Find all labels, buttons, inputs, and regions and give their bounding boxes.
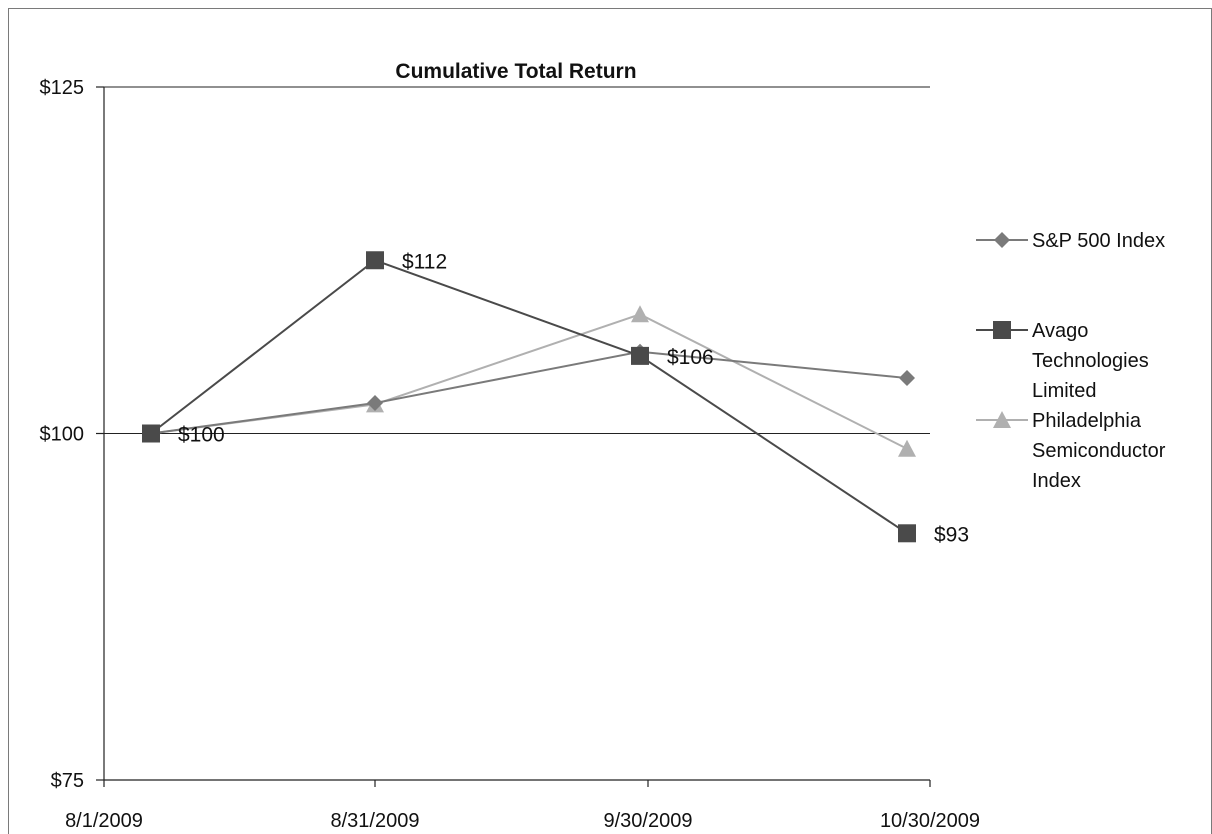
legend-label: Semiconductor	[1032, 440, 1166, 462]
x-tick-label: 8/1/2009	[65, 810, 143, 832]
series-line	[150, 350, 908, 435]
marker-diamond	[367, 395, 383, 412]
marker-square	[366, 251, 384, 270]
axes: $75 $100 $125 8/1/2009 8/31/2009 9/30/2009 10/…	[40, 77, 981, 832]
marker-diamond	[994, 232, 1010, 248]
legend-label: S&P 500 Index	[1032, 230, 1165, 252]
marker-triangle	[898, 439, 916, 457]
data-label: $93	[934, 523, 969, 546]
series-line	[150, 313, 908, 450]
y-tick-label: $125	[40, 77, 85, 99]
series-line	[150, 259, 908, 535]
legend-item-0: S&P 500 Index	[976, 230, 1165, 252]
marker-diamond	[899, 370, 915, 387]
legend-item-2: Philadelphia Semiconductor Index	[976, 410, 1166, 492]
marker-triangle	[993, 411, 1011, 428]
legend-label: Index	[1032, 470, 1081, 492]
x-tick-label: 9/30/2009	[604, 810, 693, 832]
series-layer: $100 $112 $106 $93	[142, 250, 969, 546]
marker-square	[631, 346, 649, 365]
x-tick-label: 8/31/2009	[331, 810, 420, 832]
series-1: $100 $112 $106 $93	[142, 250, 969, 546]
marker-square	[993, 321, 1011, 339]
legend-item-1: Avago Technologies Limited	[976, 320, 1149, 402]
y-tick-label: $100	[40, 424, 85, 446]
data-label: $100	[178, 424, 225, 447]
legend-label: Philadelphia	[1032, 410, 1142, 432]
legend: S&P 500 Index Avago Technologies Limited Phi…	[976, 230, 1166, 492]
chart-title: Cumulative Total Return	[395, 60, 636, 83]
legend-label: Technologies	[1032, 350, 1149, 372]
data-label: $106	[667, 346, 714, 369]
x-tick-label: 10/30/2009	[880, 810, 980, 832]
marker-square	[142, 424, 160, 443]
series-0	[143, 343, 915, 442]
marker-triangle	[631, 305, 649, 323]
y-tick-label: $75	[51, 770, 84, 792]
data-label: $112	[402, 250, 447, 273]
marker-square	[898, 524, 916, 543]
legend-label: Limited	[1032, 380, 1096, 402]
legend-label: Avago	[1032, 320, 1088, 342]
